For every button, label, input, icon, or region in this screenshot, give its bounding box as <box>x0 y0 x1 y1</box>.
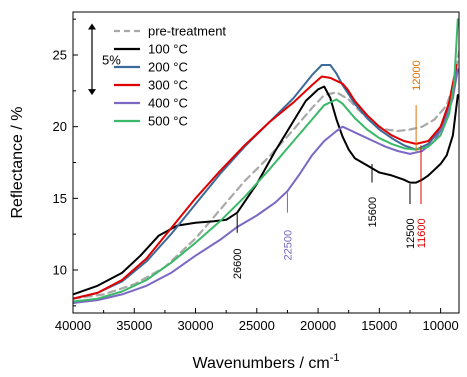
y-tick-label-20: 20 <box>53 119 67 134</box>
scale-bar-arrow-down <box>88 89 96 96</box>
tick-layer: 40000 35000 30000 25000 20000 15000 10000 10 15 2… <box>53 18 459 333</box>
x-axis-title-superscript: -1 <box>330 352 340 364</box>
scale-bar-arrow-up <box>88 23 96 30</box>
x-tick-label-25000: 25000 <box>239 318 275 333</box>
x-tick-label-15000: 15000 <box>361 318 397 333</box>
annotation-layer: 26600 22500 15600 12500 11600 12000 <box>232 60 428 279</box>
x-tick-label-40000: 40000 <box>55 318 91 333</box>
x-axis-title: Wavenumbers / cm-1 <box>193 352 340 372</box>
legend-label-pre-treatment: pre-treatment <box>148 24 226 39</box>
annotation-label-12000: 12000 <box>411 60 423 91</box>
series-line-400-c <box>73 68 459 304</box>
series-line-300-c <box>73 64 458 300</box>
legend-label-500-c: 500 °C <box>148 114 188 129</box>
x-tick-label-35000: 35000 <box>116 318 152 333</box>
x-tick-label-20000: 20000 <box>300 318 336 333</box>
legend-label-200-c: 200 °C <box>148 60 188 75</box>
y-axis-title: Reflectance / % <box>9 106 26 218</box>
legend: pre-treatment 100 °C 200 °C 300 °C 400 °C 500… <box>114 24 226 129</box>
y-tick-label-25: 25 <box>53 48 67 63</box>
y-tick-label-15: 15 <box>53 191 67 206</box>
annotation-label-12500: 12500 <box>405 218 417 249</box>
annotation-label-11600: 11600 <box>416 218 428 248</box>
legend-label-400-c: 400 °C <box>148 96 188 111</box>
series-line-500-c <box>73 18 459 303</box>
annotation-label-22500: 22500 <box>282 230 294 261</box>
annotation-label-15600: 15600 <box>367 197 379 228</box>
scale-bar: 5% <box>88 23 121 96</box>
x-axis-title-text: Wavenumbers / cm <box>193 355 330 372</box>
y-tick-label-10: 10 <box>53 263 67 278</box>
series-layer <box>73 18 459 304</box>
plot-frame <box>72 11 460 314</box>
x-tick-label-10000: 10000 <box>423 318 459 333</box>
legend-label-300-c: 300 °C <box>148 78 188 93</box>
series-line-100-c <box>73 85 459 296</box>
legend-label-100-c: 100 °C <box>148 42 188 57</box>
series-line-pre-treatment <box>73 51 459 300</box>
scale-bar-label: 5% <box>102 52 121 67</box>
x-tick-label-30000: 30000 <box>177 318 213 333</box>
annotation-label-26600: 26600 <box>232 249 244 280</box>
